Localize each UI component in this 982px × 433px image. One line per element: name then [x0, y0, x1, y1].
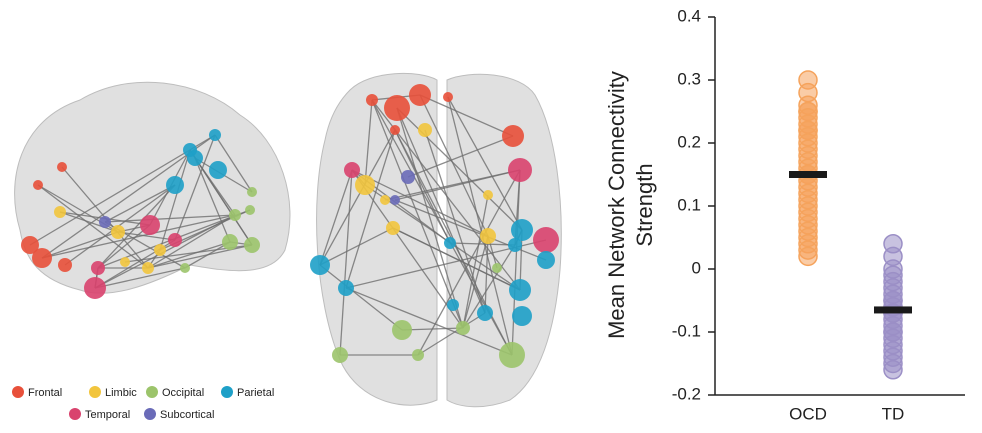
brain-node [32, 248, 52, 268]
brain-node [33, 180, 43, 190]
brain-node [384, 95, 410, 121]
brain-node [390, 125, 400, 135]
brain-node [418, 123, 432, 137]
brain-node [508, 158, 532, 182]
brain-node [222, 234, 238, 250]
brain-node [401, 170, 415, 184]
brain-node [154, 244, 166, 256]
brain-node [142, 262, 154, 274]
legend-swatch [69, 408, 81, 420]
brain-node [477, 305, 493, 321]
brain-node [392, 320, 412, 340]
brain-node [480, 228, 496, 244]
brain-node [229, 209, 241, 221]
data-point [884, 361, 902, 379]
legend-swatch [221, 386, 233, 398]
brain-node [511, 219, 533, 241]
y-tick-label: 0.4 [677, 6, 701, 25]
brain-node [99, 216, 111, 228]
brain-node [412, 349, 424, 361]
brain-node [180, 263, 190, 273]
legend-label: Frontal [28, 387, 62, 399]
brain-node [444, 237, 456, 249]
brain-node [380, 195, 390, 205]
legend-label: Subcortical [160, 409, 214, 421]
y-tick-label: -0.1 [672, 321, 701, 340]
brain-node [332, 347, 348, 363]
brain-node [244, 237, 260, 253]
mean-bar [789, 171, 827, 178]
brain-node [168, 233, 182, 247]
brain-node [209, 129, 221, 141]
brain-node [533, 227, 559, 253]
y-tick-label: 0 [692, 258, 701, 277]
brain-node [537, 251, 555, 269]
brain-node [447, 299, 459, 311]
y-tick-label: 0.3 [677, 69, 701, 88]
brain-node [456, 321, 470, 335]
brain-node [355, 175, 375, 195]
legend-swatch [144, 408, 156, 420]
brain-node [310, 255, 330, 275]
legend-label: Temporal [85, 409, 130, 421]
legend-swatch [89, 386, 101, 398]
brain-node [166, 176, 184, 194]
brain-node [84, 277, 106, 299]
y-tick-label: -0.2 [672, 384, 701, 403]
brain-node [390, 195, 400, 205]
data-point [799, 247, 817, 265]
brain-node [247, 187, 257, 197]
legend-swatch [146, 386, 158, 398]
brain-node [344, 162, 360, 178]
brain-node [58, 258, 72, 272]
brain-node [140, 215, 160, 235]
brain-node [183, 143, 197, 157]
brain-node [502, 125, 524, 147]
brain-node [409, 84, 431, 106]
legend-swatch [12, 386, 24, 398]
brain-node [120, 257, 130, 267]
legend-label: Parietal [237, 387, 274, 399]
brain-node [443, 92, 453, 102]
brain-node [499, 342, 525, 368]
legend-label: Limbic [105, 387, 137, 399]
brain-node [509, 279, 531, 301]
x-tick-label: OCD [789, 404, 827, 423]
brain-node [492, 263, 502, 273]
brain-node [508, 238, 522, 252]
y-tick-label: 0.1 [677, 195, 701, 214]
brain-node [512, 306, 532, 326]
mean-bar [874, 306, 912, 313]
figure: Frontal Limbic Occipital Parietal Temporal Su… [0, 0, 982, 428]
x-tick-label: TD [882, 404, 905, 423]
brain-node [338, 280, 354, 296]
legend-label: Occipital [162, 387, 204, 399]
brain-node [209, 161, 227, 179]
brain-node [366, 94, 378, 106]
brain-node [483, 190, 493, 200]
brain-node [386, 221, 400, 235]
brain-node [245, 205, 255, 215]
brain-node [91, 261, 105, 275]
y-tick-label: 0.2 [677, 132, 701, 151]
brain-node [111, 225, 125, 239]
brain-node [54, 206, 66, 218]
brain-renders [15, 73, 562, 406]
brain-node [57, 162, 67, 172]
